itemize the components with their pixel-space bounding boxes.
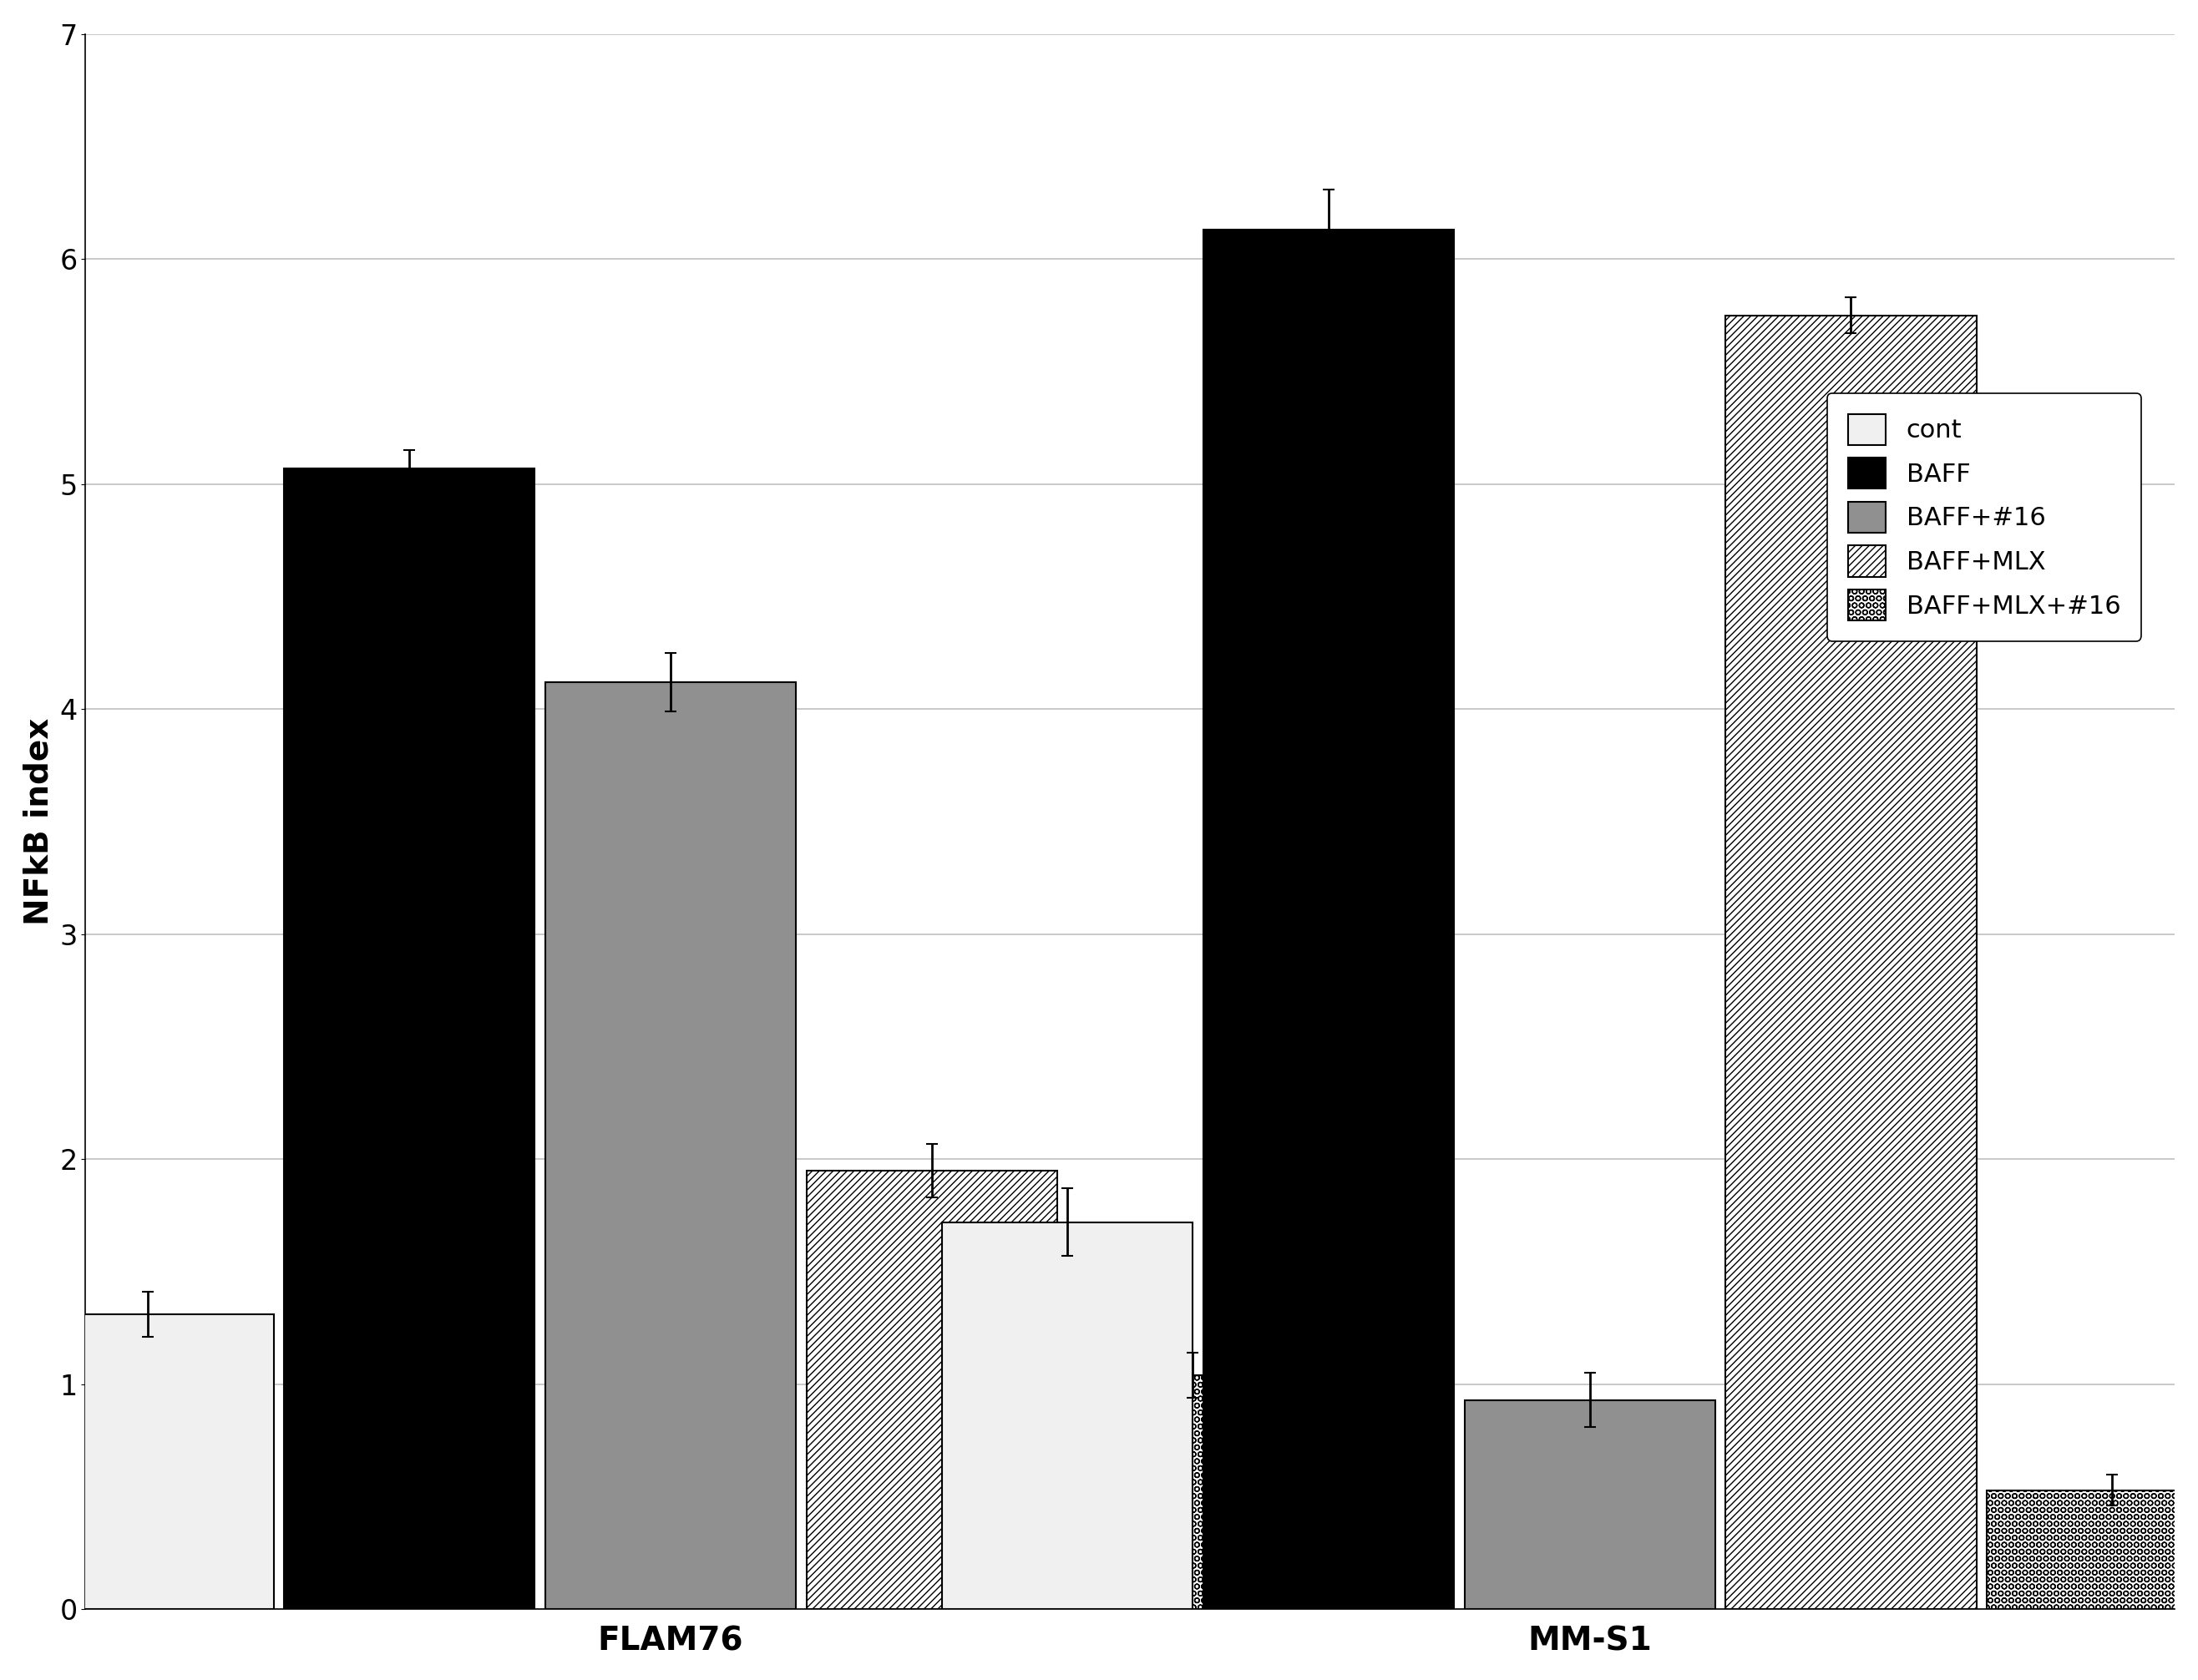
Bar	[1987, 1490, 2198, 1609]
Bar	[1068, 1376, 1319, 1609]
Bar	[22, 1315, 273, 1609]
Bar	[1202, 230, 1455, 1609]
Legend: cont, BAFF, BAFF+#16, BAFF+MLX, BAFF+MLX+#16: cont, BAFF, BAFF+#16, BAFF+MLX, BAFF+MLX…	[1827, 393, 2141, 640]
Bar	[284, 469, 534, 1609]
Y-axis label: NFkB index: NFkB index	[24, 717, 55, 926]
Bar	[545, 682, 796, 1609]
Bar	[1464, 1399, 1714, 1609]
Bar	[943, 1223, 1194, 1609]
Bar	[1725, 316, 1976, 1609]
Bar	[807, 1171, 1057, 1609]
